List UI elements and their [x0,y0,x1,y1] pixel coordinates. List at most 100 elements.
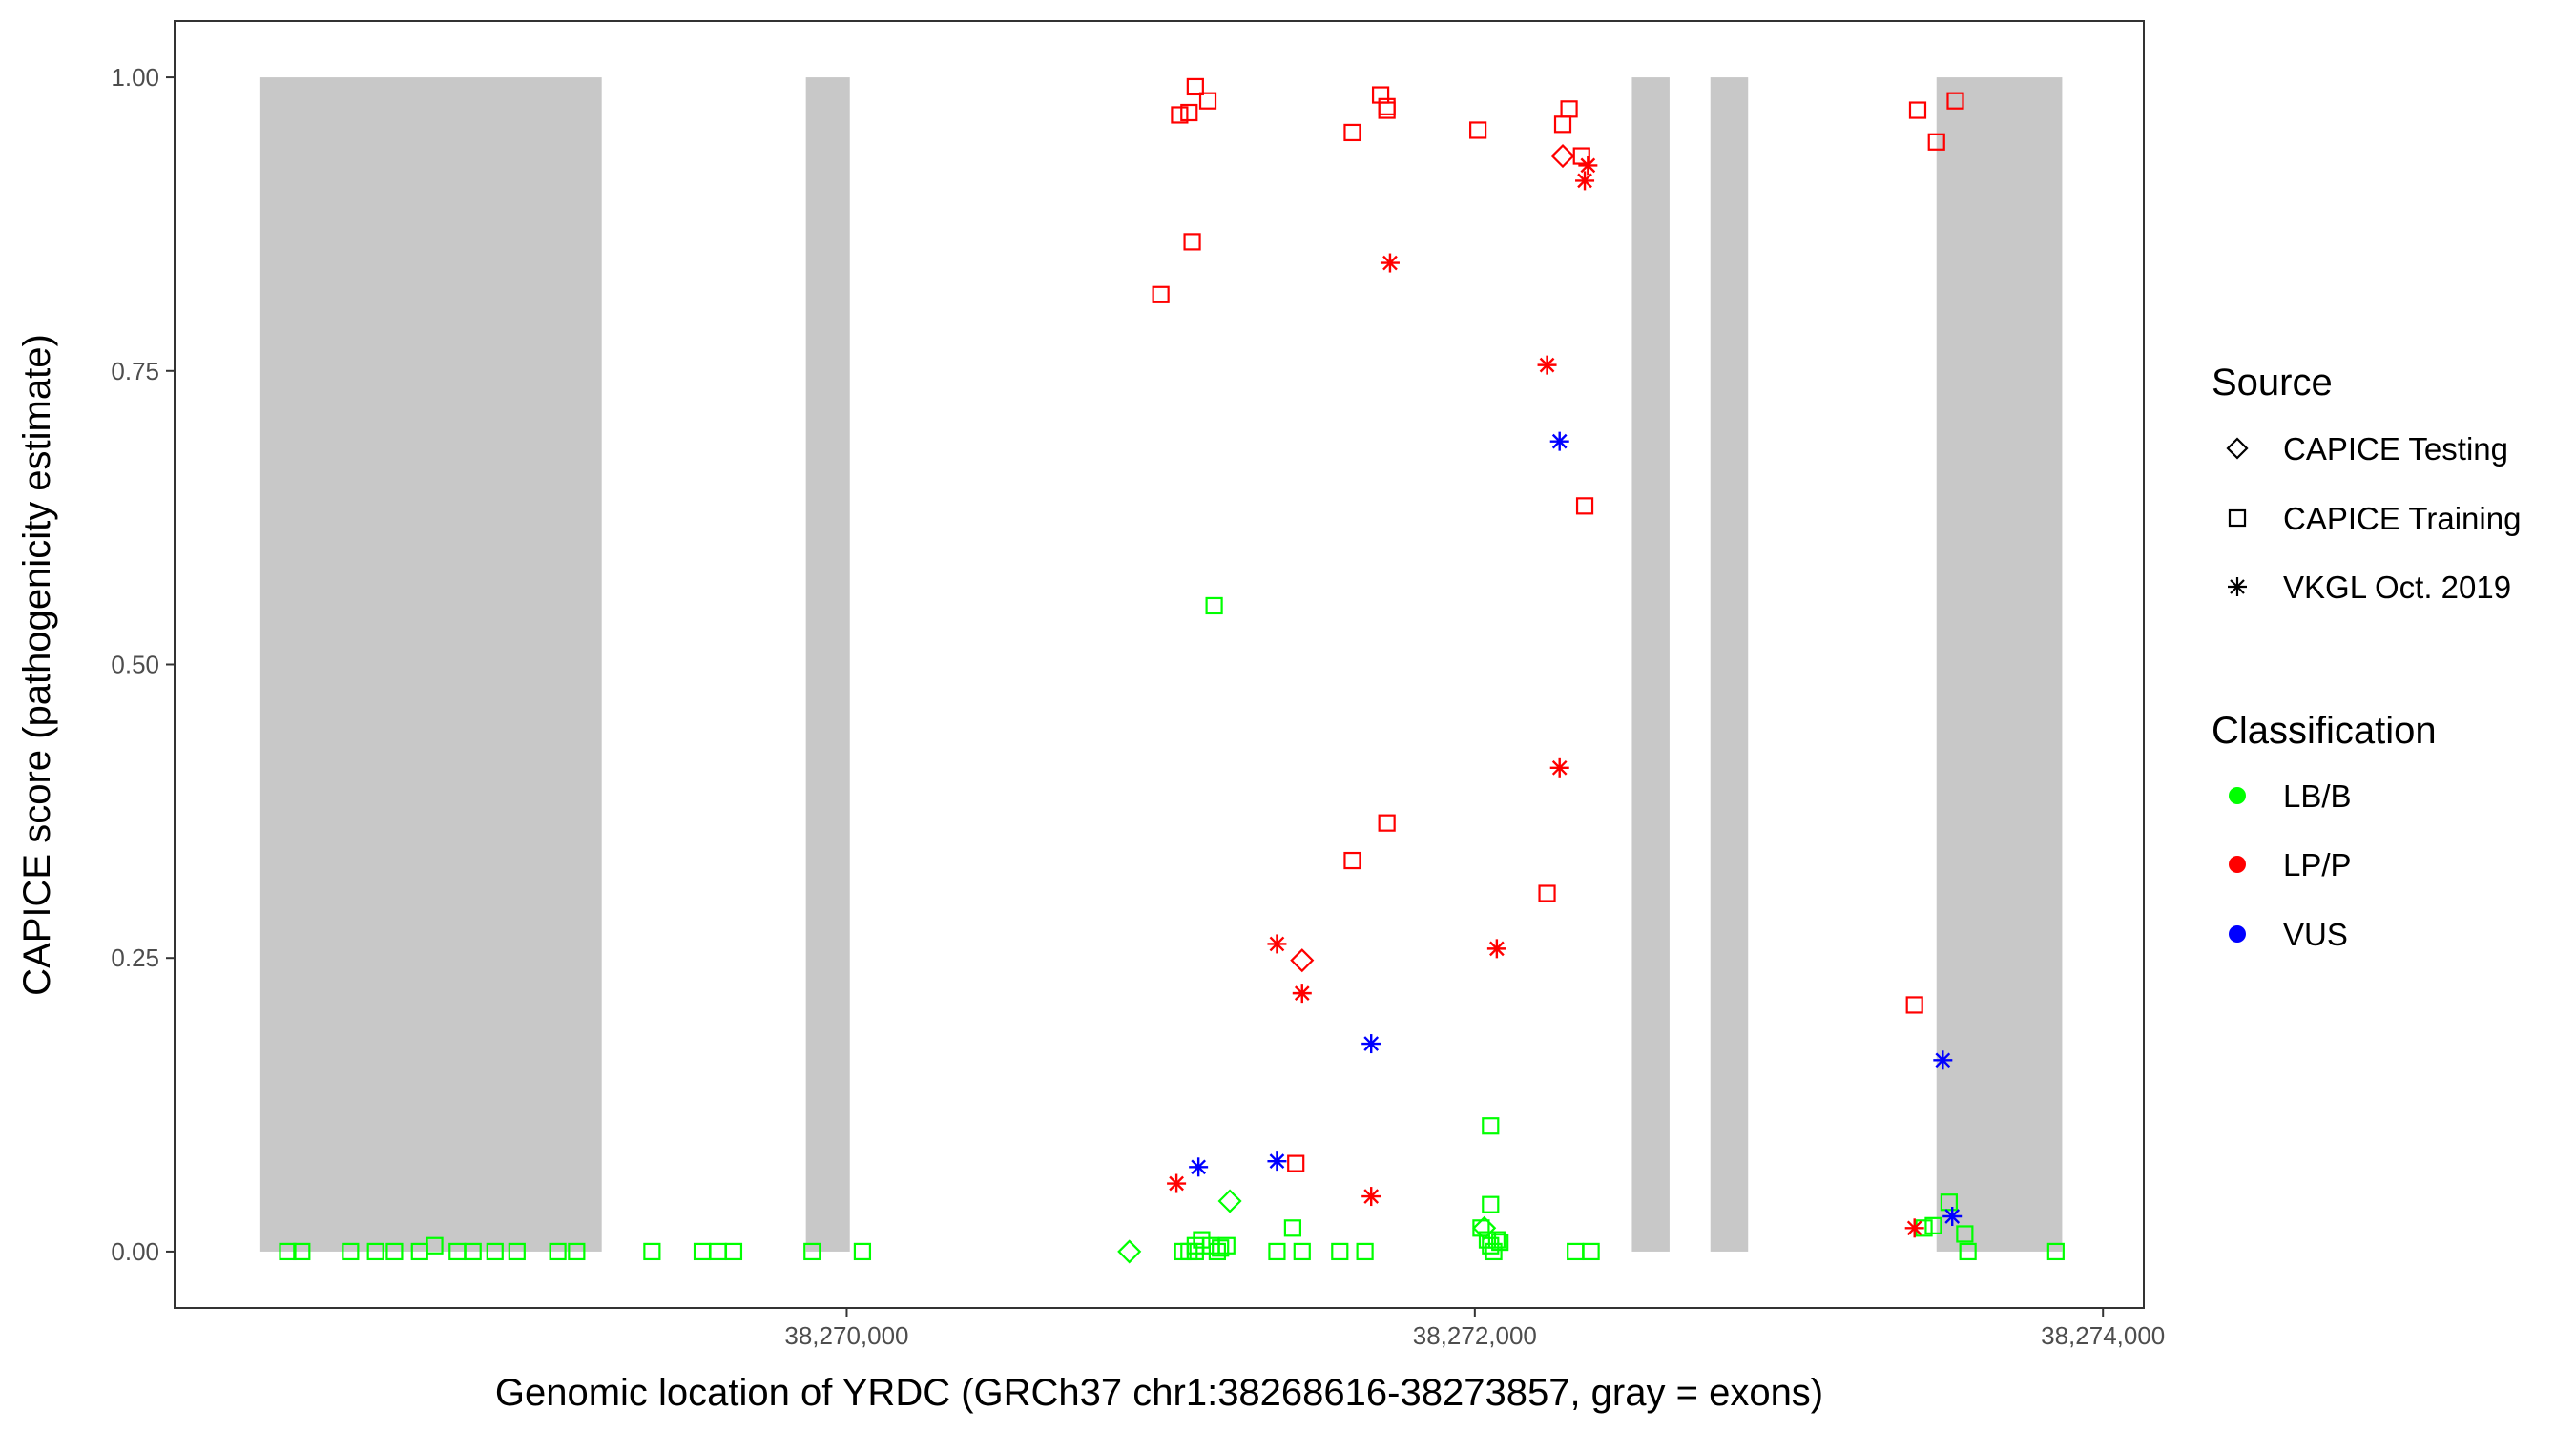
data-point-square-lbb [1482,1117,1500,1135]
data-point-square-lbb [1331,1242,1349,1261]
data-point-asterisk-lpp [1575,171,1595,191]
data-point-square-lbb [464,1242,482,1261]
exon-2 [805,77,850,1252]
legend-item-lbb: LB/B [2283,778,2352,814]
y-tick-label: 0.75 [111,357,159,385]
data-point-square-lbb [1478,1231,1497,1249]
data-point-square-lpp [1171,106,1189,124]
data-point-square-lbb [1217,1236,1236,1255]
data-point-square-lbb [508,1242,526,1261]
data-point-square-lbb [549,1242,567,1261]
data-point-asterisk-lpp [1267,934,1287,954]
x-tick-label: 38,272,000 [1413,1321,1537,1350]
data-point-square-lbb [709,1242,727,1261]
data-point-asterisk-vus [1549,431,1569,451]
data-point-square-lpp [1343,123,1361,142]
data-point-square-lbb [1293,1242,1311,1261]
data-point-asterisk-lpp [1167,1173,1187,1193]
exon-3 [1631,77,1670,1252]
legend-item-vkgl: VKGL Oct. 2019 [2283,570,2511,605]
data-point-diamond-lpp [1550,143,1575,169]
x-tick-label: 38,274,000 [2041,1321,2165,1350]
data-point-square-lbb [279,1242,297,1261]
legend-title-classification: Classification [2212,710,2437,752]
data-point-square-lbb [2046,1242,2065,1261]
data-point-square-lpp [1371,86,1390,104]
data-point-square-lpp [1183,233,1201,251]
data-point-square-lbb [1924,1216,1942,1234]
legend-key-vus [2229,925,2246,943]
legend-key-lbb [2229,787,2246,804]
data-point-square-lbb [1193,1231,1211,1249]
data-point-diamond-lbb [1217,1189,1242,1213]
legend-key-square [2228,508,2247,528]
data-point-square-lbb [1212,1239,1230,1257]
data-point-asterisk-lpp [1292,984,1312,1004]
data-point-asterisk-lpp [1904,1218,1924,1238]
data-point-asterisk-lpp [1537,355,1557,375]
data-point-square-lbb [1482,1195,1500,1213]
data-point-square-lpp [1180,103,1198,122]
data-point-square-lbb [643,1242,661,1261]
data-point-square-lpp [1905,996,1923,1014]
data-point-square-lbb [803,1242,821,1261]
data-point-asterisk-lpp [1380,253,1400,273]
data-point-square-lpp [1927,133,1945,151]
data-point-square-lbb [366,1242,384,1261]
data-point-square-lpp [1946,92,1964,110]
data-point-square-lbb [693,1242,712,1261]
data-point-square-lpp [1908,101,1927,119]
y-tick-label: 0.25 [111,944,159,972]
data-point-square-lbb [293,1242,311,1261]
data-point-square-lpp [1575,497,1594,515]
y-tick-label: 1.00 [111,63,159,92]
data-point-square-lpp [1378,101,1396,119]
data-point-asterisk-vus [1933,1050,1953,1070]
data-points [279,77,2065,1264]
data-point-square-lbb [1956,1225,1974,1243]
exon-5 [1936,77,2063,1252]
data-point-asterisk-lpp [1486,939,1506,959]
exon-1 [259,77,602,1252]
data-point-square-lpp [1560,100,1578,118]
data-point-square-lbb [1487,1231,1506,1249]
legend-item-capice-testing: CAPICE Testing [2283,431,2508,467]
data-point-square-lpp [1152,285,1170,303]
data-point-asterisk-vus [1189,1157,1209,1177]
data-point-square-lpp [1538,884,1556,902]
data-point-square-lbb [486,1242,504,1261]
data-point-asterisk-lpp [1578,156,1598,176]
data-point-square-lbb [426,1236,444,1255]
exon-4 [1710,77,1749,1252]
data-point-diamond-lbb [1117,1239,1142,1264]
data-point-square-lbb [1482,1236,1500,1255]
data-point-square-lpp [1378,97,1396,115]
data-point-square-lbb [1472,1219,1490,1237]
legend-title-source: Source [2212,362,2333,404]
x-axis-title: Genomic location of YRDC (GRCh37 chr1:38… [495,1372,1823,1414]
data-point-asterisk-lpp [1549,757,1569,778]
legend-item-lpp: LP/P [2283,847,2352,882]
exon-regions [259,77,2063,1252]
legend: Source CAPICE Testing CAPICE Training VK… [2212,362,2521,952]
data-point-diamond-lpp [1290,948,1315,973]
data-point-square-lpp [1469,121,1487,139]
y-axis-title: CAPICE score (pathogenicity estimate) [16,334,58,996]
data-point-square-lpp [1186,77,1204,96]
legend-item-vus: VUS [2283,917,2348,952]
data-point-square-lbb [1940,1193,1959,1212]
y-tick-label: 0.00 [111,1237,159,1266]
data-point-square-lbb [1491,1233,1509,1252]
data-point-square-lbb [1205,596,1223,615]
data-point-square-lbb [342,1242,360,1261]
legend-key-lpp [2229,856,2246,873]
data-point-square-lpp [1287,1154,1305,1172]
data-point-asterisk-vus [1361,1034,1381,1054]
x-axis: 38,270,000 38,272,000 38,274,000 [784,1308,2165,1350]
legend-key-asterisk [2228,577,2247,596]
data-point-square-lpp [1553,115,1572,134]
data-point-square-lpp [1378,814,1396,832]
data-point-square-lbb [1485,1242,1503,1261]
y-tick-label: 0.50 [111,651,159,679]
x-tick-label: 38,270,000 [784,1321,908,1350]
